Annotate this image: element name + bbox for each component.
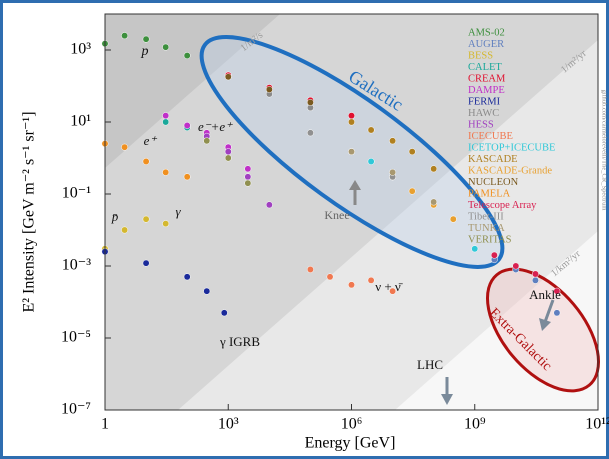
legend-entry: ICETOP+ICECUBE: [468, 142, 555, 153]
y-tick-label: 10³: [70, 41, 91, 58]
data-point: [245, 174, 251, 180]
data-point: [121, 144, 127, 150]
legend-entry: HAWC: [468, 108, 499, 119]
data-point: [348, 148, 354, 154]
data-point: [307, 130, 313, 136]
data-point: [430, 199, 436, 205]
legend-entry: CREAM: [468, 73, 506, 84]
y-tick-label: 10⁻⁷: [61, 401, 91, 418]
annotation: γ IGRB: [219, 334, 260, 349]
data-point: [184, 274, 190, 280]
data-point: [162, 44, 168, 50]
legend-entry: AMS-02: [468, 27, 505, 38]
data-point: [307, 266, 313, 272]
legend-entry: BESS: [468, 50, 493, 61]
data-point: [225, 74, 231, 80]
annotation: p: [141, 44, 149, 59]
annotation: Knee: [324, 208, 349, 222]
legend-entry: TUNKA: [468, 223, 505, 234]
x-tick-label: 10¹²: [585, 416, 609, 433]
y-tick-label: 10¹: [70, 113, 91, 130]
legend-entry: Telescope Array: [468, 200, 537, 211]
data-point: [368, 127, 374, 133]
y-axis-label: E² Intensity [GeV m⁻² s⁻¹ sr⁻¹]: [21, 111, 38, 312]
data-point: [143, 36, 149, 42]
annotation: Ankle: [529, 287, 561, 302]
legend-entry: VERITAS: [468, 234, 512, 245]
y-tick-label: 10⁻⁵: [61, 329, 91, 346]
data-point: [266, 86, 272, 92]
x-tick-label: 10³: [218, 416, 239, 433]
data-point: [554, 310, 560, 316]
annotation: github.com/carmelorevelli/The_CR_Spectru…: [601, 90, 608, 211]
data-point: [368, 158, 374, 164]
data-point: [162, 119, 168, 125]
data-point: [450, 216, 456, 222]
data-point: [245, 166, 251, 172]
annotation: ν + ν̄: [375, 279, 403, 294]
data-point: [327, 274, 333, 280]
data-point: [409, 148, 415, 154]
data-point: [204, 288, 210, 294]
data-point: [348, 119, 354, 125]
data-point: [225, 148, 231, 154]
x-tick-label: 10⁶: [341, 416, 363, 433]
data-point: [162, 112, 168, 118]
y-tick-label: 10⁻³: [62, 257, 91, 274]
data-point: [184, 174, 190, 180]
legend-entry: KASCADE-Grande: [468, 165, 552, 176]
data-point: [348, 112, 354, 118]
data-point: [348, 282, 354, 288]
legend-entry: FERMI: [468, 96, 501, 107]
x-tick-label: 10⁹: [464, 416, 486, 433]
data-point: [143, 216, 149, 222]
annotation: p̄: [111, 209, 119, 224]
legend-entry: PAMELA: [468, 188, 511, 199]
data-point: [532, 277, 538, 283]
data-point: [143, 158, 149, 164]
data-point: [184, 52, 190, 58]
legend-entry: KASCADE: [468, 154, 518, 165]
data-point: [143, 260, 149, 266]
legend-entry: DAMPE: [468, 85, 505, 96]
data-point: [121, 227, 127, 233]
x-tick-label: 1: [101, 416, 109, 433]
data-point: [472, 246, 478, 252]
legend-entry: NUCLEON: [468, 177, 519, 188]
data-point: [162, 220, 168, 226]
data-point: [162, 169, 168, 175]
data-point: [221, 310, 227, 316]
data-point: [532, 271, 538, 277]
data-point: [225, 155, 231, 161]
legend-entry: ICECUBE: [468, 131, 513, 142]
legend-entry: HESS: [468, 119, 494, 130]
legend-entry: CALET: [468, 62, 502, 73]
x-axis-label: Energy [GeV]: [305, 435, 396, 452]
data-point: [513, 263, 519, 269]
data-point: [184, 122, 190, 128]
data-point: [491, 252, 497, 258]
annotation: e⁻+e⁺: [198, 119, 233, 134]
annotation: e⁺: [144, 133, 158, 148]
data-point: [368, 277, 374, 283]
y-tick-label: 10⁻¹: [62, 185, 91, 202]
data-point: [430, 166, 436, 172]
legend-entry: Tibet-III: [468, 211, 504, 222]
data-point: [245, 180, 251, 186]
data-point: [409, 188, 415, 194]
data-point: [204, 138, 210, 144]
data-point: [121, 32, 127, 38]
data-point: [266, 202, 272, 208]
annotation: LHC: [417, 357, 443, 372]
annotation: γ: [175, 204, 181, 219]
data-point: [307, 99, 313, 105]
legend-entry: AUGER: [468, 39, 504, 50]
data-point: [389, 138, 395, 144]
chart: Energy [GeV] E² Intensity [GeV m⁻² s⁻¹ s…: [0, 0, 609, 459]
data-point: [389, 169, 395, 175]
